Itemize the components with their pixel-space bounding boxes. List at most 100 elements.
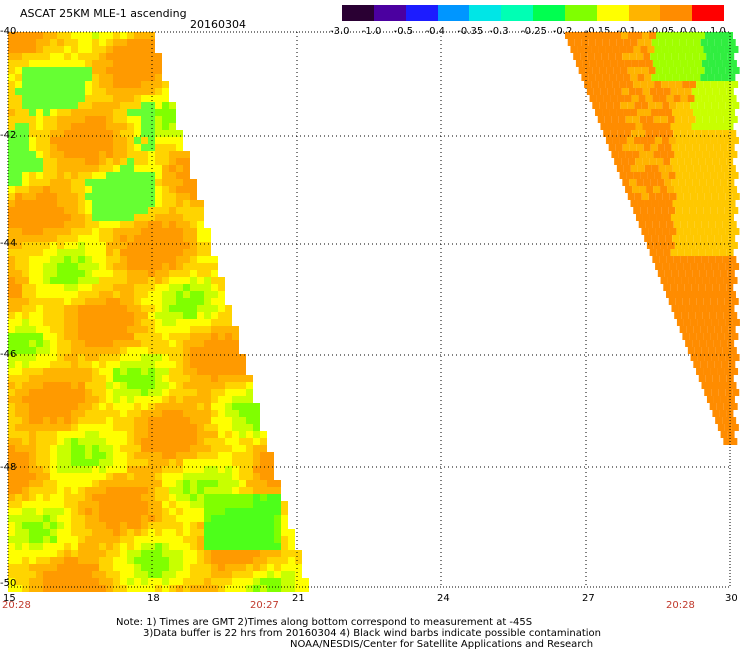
swath-cell [113,452,120,459]
colorbar-tick-label: -0.4 [425,26,446,37]
swath-cell [225,368,232,375]
swath-cell [692,340,700,347]
swath-cell [190,543,197,550]
swath-cell [134,270,141,277]
swath-cell [643,179,651,186]
swath-cell [728,361,736,368]
swath-cell [64,396,71,403]
swath-cell [155,81,162,88]
swath-cell [169,522,176,529]
swath-cell [71,109,78,116]
swath-cell [626,172,634,179]
swath-cell [141,95,148,102]
swath-cell [36,109,43,116]
swath-cell [699,305,707,312]
swath-cell [8,186,15,193]
swath-cell [64,277,71,284]
swath-cell [155,193,162,200]
swath-cell [50,578,57,585]
swath-cell [85,172,92,179]
swath-cell [8,361,15,368]
swath-cell [78,53,85,60]
swath-cell [190,249,197,256]
swath-cell [162,473,169,480]
swath-cell [106,123,113,130]
swath-cell [99,354,106,361]
swath-cell [22,501,29,508]
swath-cell [36,515,43,522]
swath-cell [50,368,57,375]
swath-cell [670,158,678,165]
swath-cell [78,88,85,95]
swath-cell [15,242,22,249]
swath-cell [567,39,575,46]
swath-cell [92,417,99,424]
swath-cell [92,74,99,81]
swath-cell [15,417,22,424]
swath-cell [652,256,660,263]
swath-cell [71,375,78,382]
swath-cell [694,221,702,228]
swath-cell [697,102,705,109]
swath-cell [218,340,225,347]
swath-cell [50,186,57,193]
swath-cell [673,256,681,263]
swath-cell [8,249,15,256]
swath-cell [36,410,43,417]
swath-cell [15,95,22,102]
swath-cell [120,270,127,277]
swath-cell [728,235,736,242]
swath-cell [680,256,688,263]
swath-cell [43,368,50,375]
swath-cell [162,501,169,508]
swath-cell [239,557,246,564]
swath-cell [204,242,211,249]
swath-cell [634,102,642,109]
swath-cell [120,473,127,480]
swath-cell [113,431,120,438]
swath-cell [260,508,267,515]
swath-cell [620,102,628,109]
swath-cell [22,53,29,60]
swath-cell [162,578,169,585]
swath-cell [141,242,148,249]
swath-cell [687,60,695,67]
swath-cell [630,74,638,81]
swath-cell [92,557,99,564]
swath-cell [729,221,737,228]
swath-cell [718,102,726,109]
swath-cell [78,277,85,284]
swath-cell [703,172,711,179]
swath-cell [717,207,725,214]
swath-cell [120,494,127,501]
swath-cell [15,228,22,235]
swath-cell [700,74,708,81]
swath-cell [106,347,113,354]
swath-cell [162,354,169,361]
swath-cell [176,585,183,592]
swath-cell [85,487,92,494]
swath-cell [29,396,36,403]
swath-cell [120,165,127,172]
swath-cell [148,95,155,102]
swath-cell [99,522,106,529]
swath-cell [78,459,85,466]
swath-cell [218,515,225,522]
swath-cell [92,277,99,284]
swath-cell [176,522,183,529]
swath-cell [8,81,15,88]
swath-cell [71,424,78,431]
swath-cell [64,67,71,74]
swath-cell [22,438,29,445]
swath-cell [211,256,218,263]
swath-cell [148,375,155,382]
swath-cell [625,116,633,123]
swath-cell [239,536,246,543]
swath-cell [141,130,148,137]
swath-cell [162,109,169,116]
swath-cell [706,396,714,403]
swath-cell [680,60,688,67]
swath-cell [29,522,36,529]
swath-cell [652,130,660,137]
swath-cell [106,578,113,585]
